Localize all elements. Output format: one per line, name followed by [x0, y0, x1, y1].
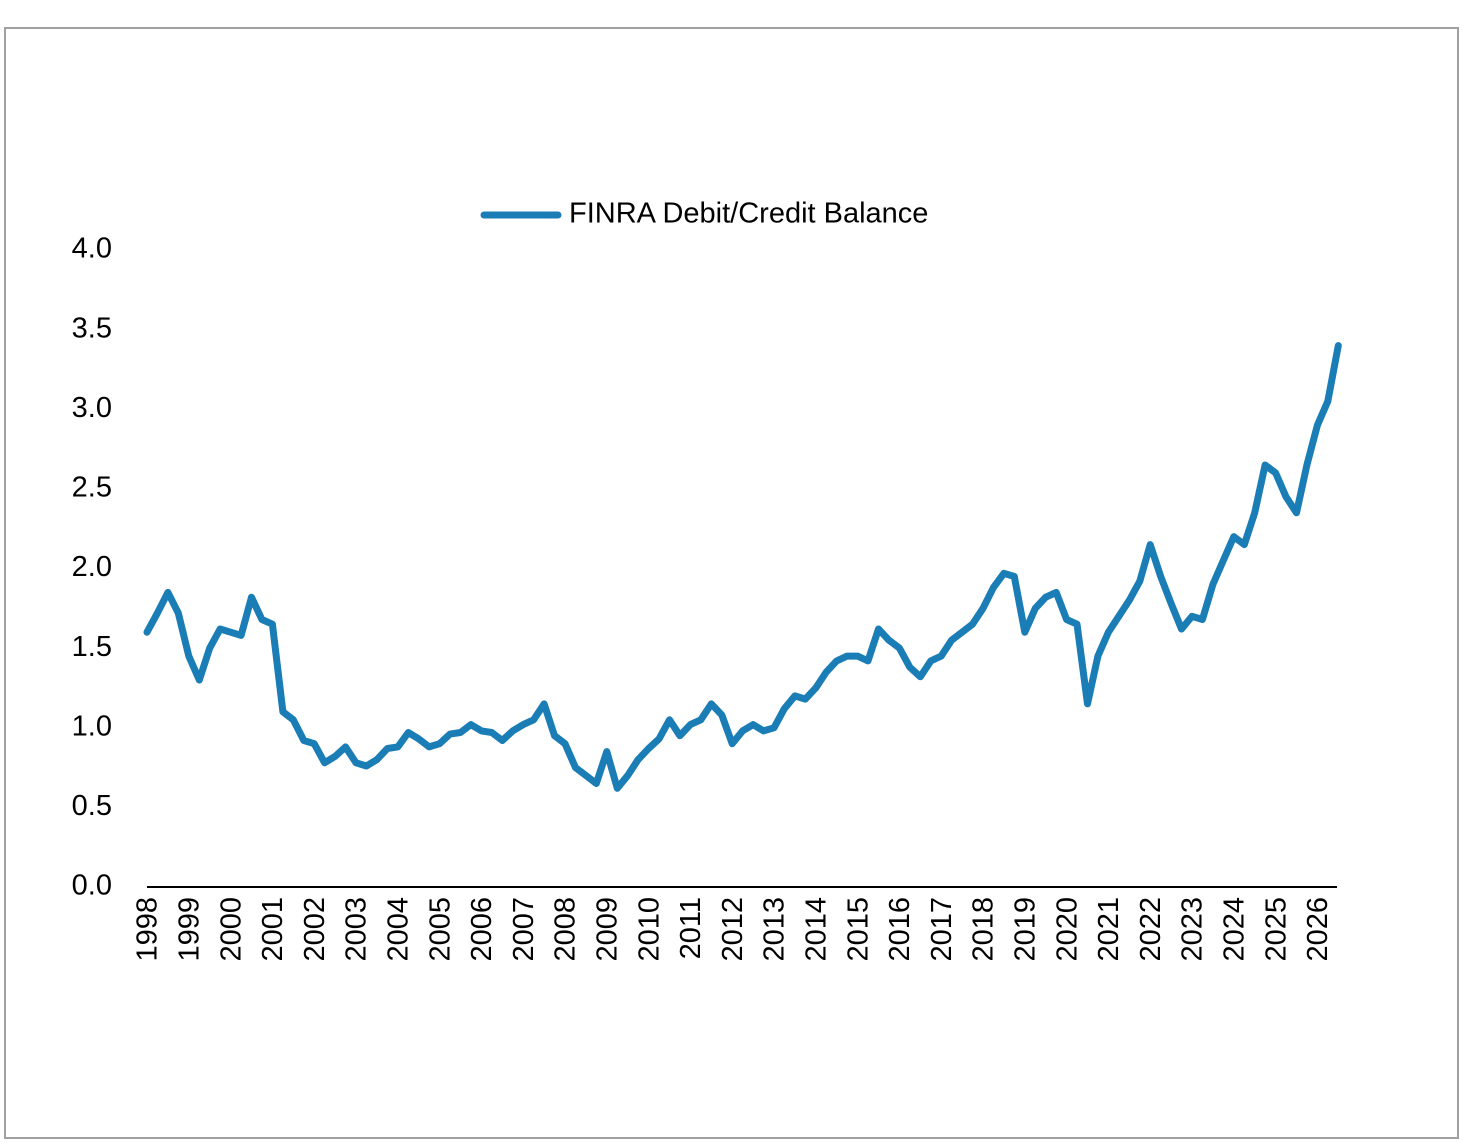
- x-tick-label: 2002: [299, 897, 331, 962]
- x-tick-label: 2021: [1093, 897, 1125, 962]
- x-tick-label: 2025: [1260, 897, 1292, 962]
- x-tick-label: 2000: [215, 897, 247, 962]
- x-tick-label: 2011: [675, 897, 707, 959]
- x-tick-label: 2018: [968, 897, 1000, 962]
- chart-frame: [4, 27, 1459, 1139]
- y-tick-label: 2.5: [72, 472, 112, 504]
- y-tick-label: 1.0: [72, 710, 112, 742]
- x-tick-label: 2003: [341, 897, 373, 962]
- x-tick-label: 2022: [1135, 897, 1167, 962]
- x-tick-label: 2020: [1051, 897, 1083, 962]
- x-tick-label: 2023: [1177, 897, 1209, 962]
- x-tick-label: 2014: [800, 897, 832, 962]
- y-tick-label: 3.5: [72, 312, 112, 344]
- x-tick-label: 2012: [717, 897, 749, 962]
- x-tick-label: 2026: [1302, 897, 1334, 962]
- x-tick-label: 2004: [382, 897, 414, 962]
- x-tick-label: 2007: [508, 897, 540, 962]
- y-tick-label: 3.0: [72, 392, 112, 424]
- y-tick-label: 0.5: [72, 790, 112, 822]
- x-tick-label: 2024: [1218, 897, 1250, 962]
- x-tick-label: 1998: [132, 897, 164, 962]
- x-tick-label: 2001: [257, 897, 289, 962]
- y-tick-label: 2.0: [72, 551, 112, 583]
- y-tick-label: 0.0: [72, 870, 112, 902]
- x-tick-label: 2006: [466, 897, 498, 962]
- data-line: [143, 342, 1342, 792]
- x-tick-label: 2015: [842, 897, 874, 962]
- x-tick-label: 2016: [884, 897, 916, 962]
- x-tick-label: 2005: [424, 897, 456, 962]
- x-tick-label: 2019: [1009, 897, 1041, 962]
- x-tick-label: 2009: [591, 897, 623, 962]
- y-tick-label: 1.5: [72, 631, 112, 663]
- x-tick-label: 2010: [633, 897, 665, 962]
- x-tick-label: 2008: [550, 897, 582, 962]
- x-tick-label: 1999: [173, 897, 205, 962]
- y-tick-label: 4.0: [72, 233, 112, 265]
- x-tick-label: 2017: [926, 897, 958, 962]
- legend-label: FINRA Debit/Credit Balance: [569, 198, 928, 230]
- x-tick-label: 2013: [759, 897, 791, 962]
